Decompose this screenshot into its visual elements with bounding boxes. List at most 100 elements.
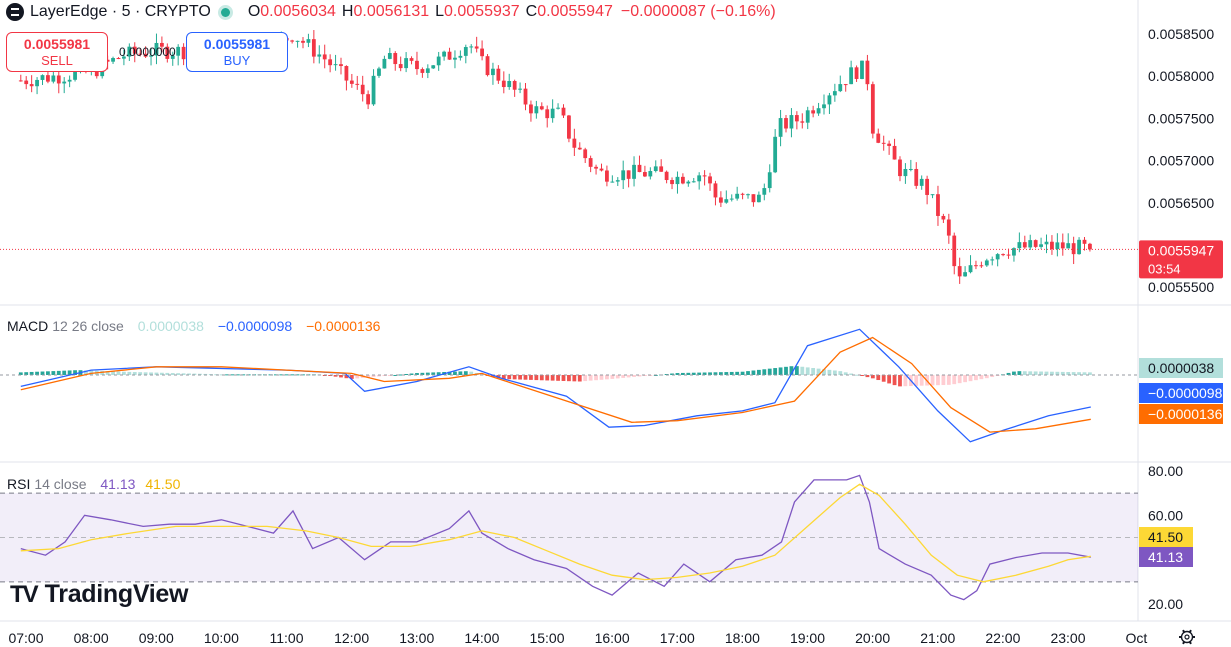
sell-price: 0.0055981	[23, 36, 91, 52]
time-tick-label: 19:00	[790, 630, 825, 646]
candle	[822, 104, 826, 109]
open-value: 0.0056034	[260, 3, 336, 20]
candle	[360, 84, 365, 95]
candle	[756, 194, 761, 203]
macd-histogram-bar	[165, 372, 170, 375]
macd-histogram-bar	[447, 371, 452, 375]
time-tick-label: 14:00	[464, 630, 499, 646]
macd-histogram-bar	[192, 373, 197, 375]
macd-histogram-bar	[1044, 371, 1049, 375]
candle	[491, 68, 495, 76]
gear-ring	[1180, 630, 1194, 644]
candle	[1077, 239, 1081, 255]
gear-tooth	[1182, 641, 1186, 645]
candle	[366, 94, 371, 105]
macd-histogram-bar	[930, 375, 935, 386]
macd-histogram-bar	[870, 375, 875, 379]
candle	[420, 69, 425, 73]
macd-histogram-bar	[621, 375, 626, 378]
sell-button[interactable]: 0.0055981 SELL	[6, 32, 108, 72]
macd-histogram-bar	[724, 372, 729, 375]
symbol-logo-icon	[6, 3, 24, 21]
symbol-title[interactable]: LayerEdge · 5 · CRYPTO	[30, 3, 211, 20]
spread-value: 0.0000000	[119, 45, 176, 59]
tradingview-logo-icon: TV	[10, 580, 39, 608]
macd-histogram-bar	[458, 371, 463, 375]
candle	[594, 166, 598, 169]
macd-histogram-bar	[56, 370, 61, 375]
candle	[344, 66, 349, 81]
macd-histogram-bar	[1050, 371, 1054, 375]
macd-histogram-bar	[344, 375, 349, 379]
candle	[930, 194, 935, 196]
candle	[691, 181, 696, 183]
candle	[724, 199, 729, 203]
macd-histogram-bar	[1055, 371, 1060, 375]
candle	[176, 46, 181, 56]
candle	[1060, 242, 1065, 249]
macd-histogram-bar	[284, 374, 289, 376]
macd-histogram-bar	[615, 375, 620, 379]
change-value: −0.0000087 (−0.16%)	[620, 3, 776, 20]
macd-histogram-bar	[691, 372, 696, 375]
macd-histogram-bar	[73, 370, 77, 375]
macd-histogram-bar	[1039, 371, 1043, 375]
candle	[328, 59, 333, 66]
macd-histogram-bar	[1082, 372, 1087, 375]
macd-histogram-bar	[811, 368, 816, 375]
candle	[827, 95, 832, 105]
candle	[154, 42, 159, 56]
macd-legend[interactable]: MACD 12 26 close 0.0000038 −0.0000098 −0.…	[7, 318, 380, 334]
candle	[849, 67, 854, 85]
candle	[349, 80, 354, 84]
macd-histogram-bar	[990, 375, 995, 378]
macd-histogram-bar	[588, 375, 593, 381]
candle	[957, 266, 962, 277]
tradingview-watermark[interactable]: TV TradingView	[10, 580, 188, 609]
macd-histogram-bar	[51, 371, 56, 375]
macd-histogram-bar	[756, 369, 761, 375]
macd-histogram-bar	[1077, 372, 1081, 375]
candle	[311, 39, 316, 57]
macd-histogram-bar	[1033, 371, 1038, 375]
candle	[143, 53, 148, 57]
macd-histogram-bar	[778, 367, 783, 375]
candle	[111, 58, 115, 62]
rsi-legend[interactable]: RSI 14 close 41.13 41.50	[7, 476, 180, 492]
candle	[643, 172, 647, 177]
macd-histogram-bar	[116, 371, 121, 375]
candle	[892, 145, 897, 160]
buy-button[interactable]: 0.0055981 BUY	[186, 32, 288, 72]
macd-histogram-bar	[409, 373, 414, 375]
macd-histogram-bar	[963, 375, 968, 383]
macd-histogram-bar	[605, 375, 609, 380]
macd-histogram-bar	[713, 372, 718, 375]
macd-signal-axis-label-bg	[1139, 404, 1223, 424]
settings-gear-icon[interactable]	[1179, 629, 1195, 645]
candle	[159, 42, 164, 47]
candle	[398, 64, 403, 69]
candle	[583, 149, 588, 159]
price-tick-label: 0.0056500	[1148, 195, 1214, 211]
candle	[355, 83, 360, 85]
candle	[751, 194, 756, 203]
candle	[447, 51, 452, 60]
macd-histogram-bar	[789, 366, 794, 375]
candle	[387, 53, 392, 59]
macd-histogram-bar	[957, 375, 962, 384]
macd-line	[20, 328, 1091, 443]
buy-label: BUY	[223, 53, 251, 68]
price-tick-label: 0.0057500	[1148, 110, 1214, 126]
candle	[132, 46, 137, 54]
macd-histogram-bar	[219, 374, 224, 376]
candle	[501, 80, 506, 88]
buy-price: 0.0055981	[203, 36, 271, 52]
candle	[637, 164, 642, 173]
macd-histogram-bar	[680, 372, 685, 375]
candle	[1001, 254, 1005, 256]
macd-histogram-bar	[29, 371, 34, 375]
macd-histogram-bar	[529, 375, 533, 380]
macd-histogram-bar	[773, 368, 778, 375]
macd-histogram-bar	[235, 374, 240, 376]
